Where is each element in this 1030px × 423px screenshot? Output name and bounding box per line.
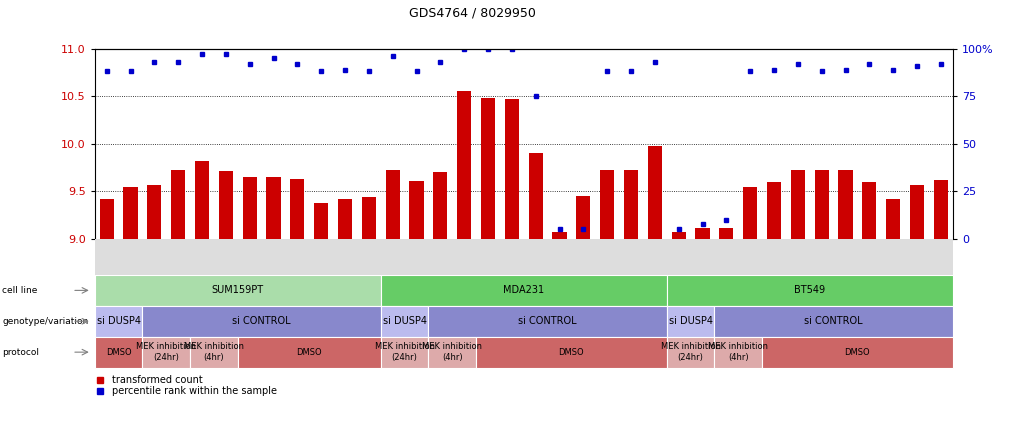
Text: si CONTROL: si CONTROL [518,316,577,326]
Bar [290,179,305,239]
Bar [743,187,757,239]
Text: MDA231: MDA231 [504,286,544,295]
Bar [886,199,900,239]
Bar [95,275,381,306]
Text: DMSO: DMSO [558,348,584,357]
Bar [171,170,185,239]
Text: BT549: BT549 [794,286,825,295]
Bar [666,275,953,306]
Text: MEK inhibition
(24hr): MEK inhibition (24hr) [136,343,197,362]
Bar [600,170,614,239]
Bar [476,337,666,368]
Bar [862,182,877,239]
Bar [218,171,233,239]
Bar [314,203,329,239]
Bar [528,153,543,239]
Bar [124,187,138,239]
Text: si DUSP4: si DUSP4 [97,316,140,326]
Bar [428,306,666,337]
Bar [624,170,639,239]
Bar [362,197,376,239]
Bar [385,170,400,239]
Text: transformed count: transformed count [112,375,203,385]
Bar [815,170,829,239]
Bar [695,228,710,239]
Bar [147,185,162,239]
Bar [481,98,495,239]
Bar [428,337,476,368]
Bar [434,173,447,239]
Bar [666,306,715,337]
Bar [142,306,381,337]
Bar [767,182,781,239]
Text: percentile rank within the sample: percentile rank within the sample [112,386,277,396]
Text: si CONTROL: si CONTROL [804,316,863,326]
Text: MEK inhibition
(4hr): MEK inhibition (4hr) [422,343,482,362]
Bar [672,232,686,239]
Bar [762,337,953,368]
Bar [338,199,352,239]
Text: MEK inhibition
(4hr): MEK inhibition (4hr) [184,343,244,362]
Bar [381,337,428,368]
Bar [381,306,428,337]
Bar [715,337,762,368]
Text: GDS4764 / 8029950: GDS4764 / 8029950 [409,6,536,19]
Bar [719,228,733,239]
Text: DMSO: DMSO [106,348,132,357]
Bar [381,275,666,306]
Bar [267,177,280,239]
Bar [95,337,142,368]
Bar [195,161,209,239]
Text: SUM159PT: SUM159PT [212,286,264,295]
Text: si DUSP4: si DUSP4 [382,316,426,326]
Bar [933,180,948,239]
Bar [95,239,953,275]
Text: si DUSP4: si DUSP4 [668,316,713,326]
Bar [191,337,238,368]
Text: protocol: protocol [2,348,39,357]
Text: MEK inhibition
(24hr): MEK inhibition (24hr) [375,343,435,362]
Bar [791,170,805,239]
Bar [715,306,953,337]
Bar [95,306,142,337]
Bar [457,91,472,239]
Bar [838,170,853,239]
Text: genotype/variation: genotype/variation [2,317,89,326]
Text: DMSO: DMSO [845,348,870,357]
Bar [909,185,924,239]
Text: MEK inhibition
(24hr): MEK inhibition (24hr) [660,343,721,362]
Bar [238,337,381,368]
Bar [409,181,423,239]
Bar [142,337,191,368]
Text: cell line: cell line [2,286,37,295]
Bar [552,232,566,239]
Bar [242,177,256,239]
Bar [100,199,114,239]
Bar [648,146,662,239]
Bar [576,196,590,239]
Text: si CONTROL: si CONTROL [233,316,290,326]
Text: MEK inhibition
(4hr): MEK inhibition (4hr) [709,343,768,362]
Bar [666,337,715,368]
Bar [505,99,519,239]
Text: DMSO: DMSO [297,348,322,357]
